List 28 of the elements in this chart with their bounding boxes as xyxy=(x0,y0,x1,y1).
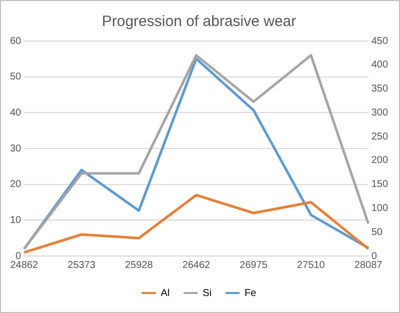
y-tick-label: 40 xyxy=(10,107,22,118)
x-tick-label: 25373 xyxy=(68,260,96,271)
y2-tick-label: 0 xyxy=(371,250,378,262)
y-tick-label: 20 xyxy=(10,179,22,190)
y2-tick-label: 450 xyxy=(371,36,388,47)
y-tick-label: 10 xyxy=(10,214,22,226)
x-tick-label: 27510 xyxy=(297,260,326,271)
legend-label: Fe xyxy=(244,288,257,299)
y2-tick-label: 350 xyxy=(371,84,388,95)
x-tick-label: 28087 xyxy=(354,260,383,271)
y2-tick-label: 100 xyxy=(371,202,388,214)
x-tick-label: 24862 xyxy=(10,260,38,271)
y2-tick-label: 250 xyxy=(371,131,388,142)
y2-tick-label: 400 xyxy=(371,60,388,71)
y-tick-label: 30 xyxy=(10,143,22,154)
legend-label: Si xyxy=(202,288,212,299)
x-tick-label: 25928 xyxy=(124,260,154,271)
y2-tick-label: 300 xyxy=(371,107,388,118)
y-tick-label: 60 xyxy=(10,36,22,47)
chart-title: Progression of abrasive wear xyxy=(102,13,296,30)
y2-tick-label: 200 xyxy=(371,155,388,166)
x-tick-label: 26975 xyxy=(240,260,268,271)
y2-tick-label: 150 xyxy=(371,179,388,190)
y-tick-label: 0 xyxy=(16,250,22,262)
y-tick-label: 50 xyxy=(10,72,22,83)
legend-label: Al xyxy=(160,288,170,299)
x-tick-label: 26462 xyxy=(182,260,211,271)
y2-tick-label: 50 xyxy=(371,226,383,238)
